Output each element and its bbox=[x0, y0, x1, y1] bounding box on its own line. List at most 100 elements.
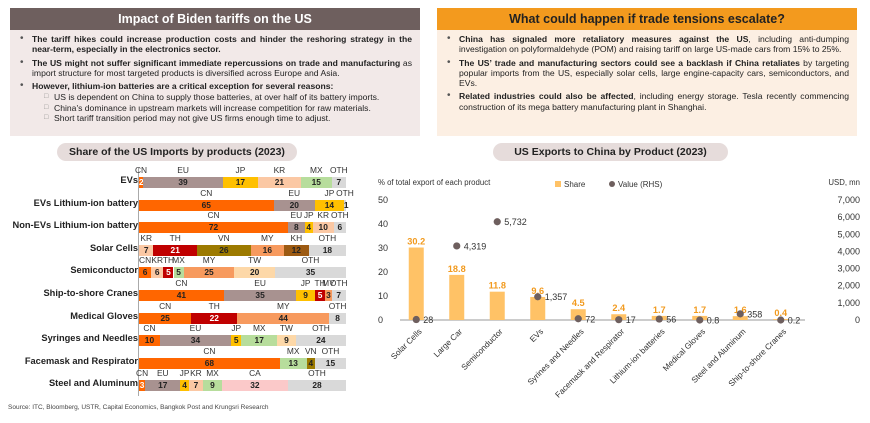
share-data-label: 1.7 bbox=[653, 305, 666, 315]
x-category-label: Large Car bbox=[432, 327, 464, 359]
row-label: Ship-to-shore Cranes bbox=[43, 288, 138, 298]
bar-segment-eu: 8 bbox=[288, 222, 305, 234]
bullet-item: The tariff hikes could increase producti… bbox=[18, 34, 412, 55]
bar-segment-eu: 34 bbox=[159, 335, 231, 347]
segment-country-label: OTH bbox=[329, 165, 348, 175]
segment-country-label: TH bbox=[162, 255, 174, 266]
segment-country-label: KR bbox=[190, 368, 202, 379]
segment-country-label: OTH bbox=[330, 210, 349, 221]
bar-segment-th: 21 bbox=[153, 244, 197, 256]
row-label: Semiconductor bbox=[70, 265, 138, 276]
segment-country-label: VN bbox=[218, 232, 230, 243]
segment-country-label: MY bbox=[202, 255, 216, 266]
y-tick-label: 10 bbox=[378, 291, 388, 301]
panel-title: Impact of Biden tariffs on the US bbox=[10, 8, 420, 30]
value-dot bbox=[412, 315, 420, 324]
bar-segment-eu: 39 bbox=[143, 177, 224, 188]
share-data-label: 11.8 bbox=[489, 281, 506, 291]
bar-segment-eu: 20 bbox=[273, 199, 315, 211]
share-data-label: 0.4 bbox=[774, 308, 788, 318]
bullet-item: The US’ trade and manufacturing sectors … bbox=[445, 58, 849, 89]
imports-row: Steel and Aluminum 3 CN 17 EU 4 JP 7 KR 9 MX 32 CA 28… bbox=[0, 368, 370, 392]
panel-title: What could happen if trade tensions esca… bbox=[437, 8, 857, 30]
segment-country-label: JP bbox=[179, 368, 190, 379]
segment-country-label: CN bbox=[134, 165, 148, 175]
bar-segment-oth: 8 bbox=[329, 312, 346, 324]
bar-segment-cn: 25 bbox=[139, 312, 192, 324]
share-data-label: 18.8 bbox=[448, 264, 466, 274]
value-data-label: 28 bbox=[423, 315, 433, 325]
segment-country-label: MY bbox=[276, 300, 290, 311]
bar-segment-th: 22 bbox=[191, 312, 238, 324]
imports-row: Ship-to-shore Cranes 41 CN 35 EU 9 JP 5 TH 3 MY 7 OT… bbox=[0, 278, 370, 302]
segment-country-label: EU bbox=[177, 165, 189, 175]
segment-country-label: OTH bbox=[318, 232, 337, 243]
bar-segment-th: 5 bbox=[163, 267, 174, 279]
segment-country-label: CN bbox=[200, 187, 213, 198]
bar-segment-mx: 15 bbox=[300, 177, 332, 188]
segment-country-label: MY bbox=[261, 232, 274, 243]
legend-value-label: Value (RHS) bbox=[618, 180, 663, 189]
x-category-label: EVs bbox=[528, 327, 545, 344]
y-axis-title: % of total export of each product bbox=[378, 178, 491, 187]
imports-row: Non-EVs Lithium-ion battery 72 CN 8 EU 4 JP 10 K… bbox=[0, 210, 370, 234]
x-category-label: Solar Cells bbox=[389, 327, 423, 361]
segment-country-label: CN bbox=[159, 300, 172, 311]
bar-segment-jp: 17 bbox=[223, 177, 258, 188]
segment-country-label: JP bbox=[300, 278, 311, 288]
bar-segment-cn: 72 bbox=[139, 222, 289, 234]
x-category-label: Semiconductor bbox=[460, 327, 505, 372]
tensions-bullet-list: China has signaled more retaliatory meas… bbox=[437, 30, 857, 112]
share-bar bbox=[408, 247, 424, 320]
row-label: Steel and Aluminum bbox=[48, 378, 138, 389]
sub-bullet-item: Short tariff transition period may not g… bbox=[42, 113, 412, 124]
y2-tick-label: 1,000 bbox=[837, 298, 860, 308]
value-dot bbox=[615, 316, 623, 324]
segment-country-label: CA bbox=[249, 368, 261, 379]
value-data-label: 1,357 bbox=[545, 292, 568, 302]
bar-segment-mx: 17 bbox=[241, 335, 277, 347]
bar-segment-mx: 5 bbox=[173, 267, 184, 279]
sub-bullet-list: US is dependent on China to supply those… bbox=[32, 92, 412, 123]
bar-segment-cn: 2 bbox=[139, 177, 144, 188]
share-data-label: 4.5 bbox=[572, 298, 585, 308]
bar-segment-jp: 5 bbox=[231, 335, 242, 347]
segment-country-label: MX bbox=[206, 368, 219, 379]
bar-segment-cn: 3 bbox=[139, 380, 146, 392]
bar-segment-oth: 28 bbox=[288, 380, 346, 392]
share-bar bbox=[449, 274, 465, 320]
trade-tensions-panel: What could happen if trade tensions esca… bbox=[437, 8, 857, 136]
segment-country-label: JP bbox=[235, 165, 246, 175]
legend-share-label: Share bbox=[564, 180, 586, 189]
value-data-label: 72 bbox=[585, 314, 595, 324]
imports-row: Semiconductor 6 CN 6 KR 5 TH 5 MX 25 MY 20 TW 35 OTH bbox=[0, 255, 370, 279]
bar-segment-kr: 7 bbox=[139, 244, 154, 256]
bar-segment-eu: 35 bbox=[223, 290, 297, 301]
segment-country-label: CN bbox=[203, 345, 216, 356]
bar-segment-vn: 4 bbox=[306, 357, 315, 369]
segment-country-label: CN bbox=[175, 278, 188, 288]
imports-row: EVs Lithium-ion battery 65 CN 20 EU 14 JP 1 OTH bbox=[0, 188, 370, 212]
share-bar bbox=[732, 316, 748, 320]
bar-segment-oth: 24 bbox=[295, 335, 346, 347]
row-label: Facemask and Respirator bbox=[24, 355, 138, 366]
bar-segment-oth: 18 bbox=[308, 244, 346, 256]
segment-country-label: OTH bbox=[329, 278, 348, 288]
segment-country-label: VN bbox=[304, 345, 317, 356]
bullet-item: Related industries could also be affecte… bbox=[445, 91, 849, 112]
value-dot bbox=[534, 293, 542, 301]
segment-country-label: MX bbox=[252, 323, 266, 334]
bar-segment-kh: 12 bbox=[283, 244, 309, 256]
bar-segment-cn: 65 bbox=[139, 199, 274, 211]
segment-country-label: KR bbox=[317, 210, 330, 221]
bar-segment-kr: 10 bbox=[312, 222, 334, 234]
bar-segment-tw: 9 bbox=[277, 335, 296, 347]
bar-segment-oth: 7 bbox=[331, 290, 346, 301]
x-category-label: Medical Gloves bbox=[661, 327, 707, 373]
segment-country-label: TW bbox=[248, 255, 262, 266]
y2-tick-label: 4,000 bbox=[837, 246, 860, 256]
bar-segment-my: 25 bbox=[183, 267, 235, 279]
y2-tick-label: 0 bbox=[855, 315, 860, 325]
share-data-label: 1.7 bbox=[693, 305, 706, 315]
value-data-label: 56 bbox=[666, 315, 676, 325]
